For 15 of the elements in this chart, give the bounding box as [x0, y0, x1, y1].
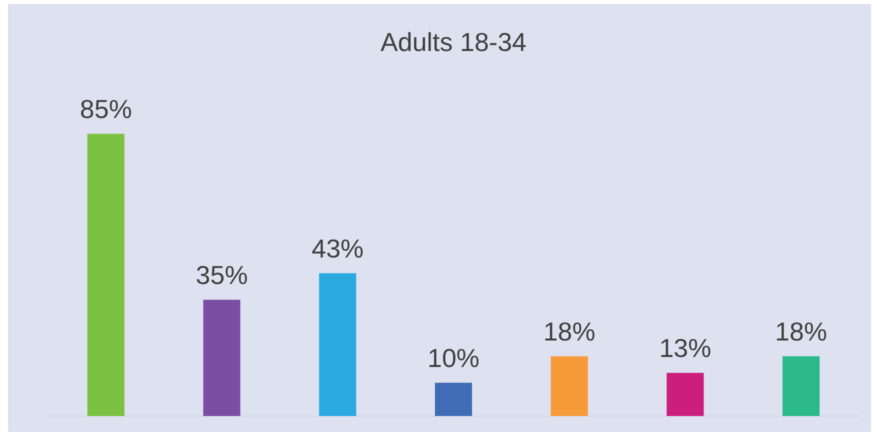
data-label: 10% — [427, 342, 480, 373]
bar — [666, 372, 704, 416]
bar — [434, 382, 472, 416]
bar — [319, 273, 356, 416]
data-label: 13% — [659, 333, 712, 364]
bar — [87, 134, 124, 416]
data-label: 35% — [196, 260, 248, 290]
data-label: 85% — [80, 94, 132, 124]
data-label: 18% — [775, 316, 828, 346]
data-label: 18% — [543, 316, 596, 346]
bar — [203, 300, 240, 416]
chart-title: Adults 18-34 — [380, 26, 526, 57]
data-label: 43% — [312, 233, 364, 264]
bar — [550, 356, 588, 416]
bar — [782, 356, 820, 416]
